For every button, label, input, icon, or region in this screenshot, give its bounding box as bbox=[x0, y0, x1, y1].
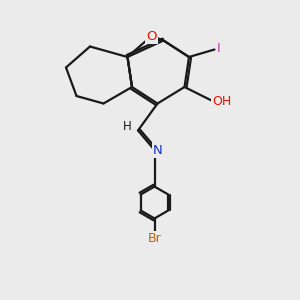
Text: OH: OH bbox=[212, 95, 232, 109]
Text: O: O bbox=[146, 29, 157, 43]
Text: Br: Br bbox=[148, 232, 161, 245]
Text: H: H bbox=[123, 120, 132, 134]
Text: I: I bbox=[217, 41, 221, 55]
Text: N: N bbox=[153, 143, 162, 157]
